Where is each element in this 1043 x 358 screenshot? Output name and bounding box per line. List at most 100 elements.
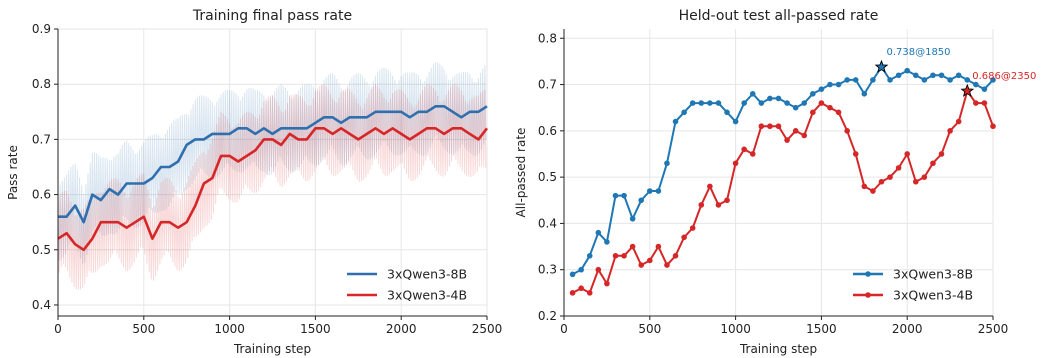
data-point (947, 128, 953, 134)
data-point (990, 123, 996, 130)
data-point (578, 266, 584, 273)
data-point (835, 81, 842, 88)
data-point (861, 91, 868, 97)
y-tick-label: 0.9 (32, 22, 51, 36)
data-point (895, 165, 902, 171)
legend-entry-label: 3xQwen3-4B (893, 288, 973, 303)
y-tick-label: 0.7 (538, 78, 557, 92)
legend-entry-label: 3xQwen3-8B (893, 267, 973, 282)
data-point (878, 178, 885, 185)
data-point (981, 100, 988, 106)
data-point (578, 285, 584, 292)
series-line (57, 127, 489, 252)
data-point (792, 104, 799, 111)
data-point (621, 192, 627, 199)
x-tick-label: 500 (638, 322, 661, 336)
data-point (758, 100, 765, 106)
data-point (604, 280, 610, 287)
y-axis-label: Pass rate (6, 145, 20, 200)
chart-title: Held-out test all-passed rate (679, 8, 879, 24)
data-point (784, 100, 790, 106)
data-point (955, 118, 962, 125)
data-point (629, 215, 636, 222)
data-point (870, 77, 876, 83)
data-point (698, 202, 705, 208)
data-point (749, 151, 756, 157)
data-point (955, 72, 962, 79)
best-point-star (874, 59, 889, 73)
data-point (810, 109, 816, 116)
data-point (852, 151, 859, 157)
x-tick-label: 1000 (214, 322, 245, 336)
data-point (775, 123, 782, 130)
data-point (775, 95, 782, 102)
chart-title: Training final pass rate (192, 8, 352, 24)
data-point (870, 188, 876, 194)
data-point (724, 109, 730, 116)
data-point (921, 174, 928, 180)
annotation-label: 0.686@2350 (972, 71, 1036, 82)
x-tick-label: 2500 (978, 322, 1009, 336)
data-point (681, 234, 687, 241)
x-tick-label: 1500 (806, 322, 837, 336)
data-point (707, 183, 713, 190)
best-point-star (960, 83, 975, 97)
legend-entry-label: 3xQwen3-4B (387, 288, 467, 303)
data-point (569, 290, 576, 296)
data-point (638, 262, 645, 268)
data-point (638, 197, 645, 204)
data-point (801, 132, 808, 139)
data-point (715, 100, 722, 106)
data-point (689, 225, 696, 231)
x-tick-label: 1500 (300, 322, 331, 336)
data-point (715, 202, 722, 208)
data-point (767, 95, 773, 102)
data-point (810, 91, 816, 97)
data-point (844, 77, 850, 83)
data-point (741, 146, 747, 153)
data-point (990, 77, 996, 83)
x-tick-label: 500 (132, 322, 155, 336)
data-point (827, 104, 833, 111)
data-point (835, 109, 842, 116)
x-tick-label: 1000 (720, 322, 751, 336)
data-point (973, 100, 979, 106)
y-tick-label: 0.3 (538, 263, 557, 277)
data-point (758, 123, 765, 130)
data-point (938, 72, 945, 79)
data-point (604, 239, 610, 245)
data-point (912, 72, 919, 79)
data-point (887, 77, 893, 83)
data-point (827, 81, 833, 88)
data-point (621, 253, 627, 259)
data-point (612, 192, 619, 199)
data-point (586, 253, 593, 259)
series-line (58, 105, 488, 224)
data-point (586, 290, 593, 296)
y-tick-label: 0.8 (32, 77, 51, 91)
x-axis-label: Training step (739, 342, 817, 356)
data-point (664, 262, 670, 268)
data-point (741, 100, 747, 106)
y-tick-label: 0.6 (538, 124, 557, 138)
x-tick-label: 2500 (472, 322, 503, 336)
data-point (732, 160, 739, 167)
data-point (973, 81, 979, 88)
chart-panel-1: 0 500 1000 1500 2000 2500 0.4 0.5 0.6 0.7 0.8 0.9 Tr… (6, 8, 502, 356)
data-point (612, 253, 619, 259)
data-point (921, 77, 928, 83)
x-tick-label: 0 (560, 322, 568, 336)
y-tick-label: 0.6 (32, 188, 51, 202)
data-point (904, 151, 910, 157)
data-point (595, 266, 602, 273)
y-tick-label: 0.4 (32, 298, 51, 312)
series-line (572, 90, 994, 294)
data-point (930, 160, 936, 167)
y-tick-label: 0.5 (538, 170, 557, 184)
data-point (707, 100, 713, 106)
data-point (595, 229, 602, 236)
y-tick-label: 0.7 (32, 132, 51, 146)
data-point (938, 151, 945, 157)
data-point (681, 109, 687, 116)
